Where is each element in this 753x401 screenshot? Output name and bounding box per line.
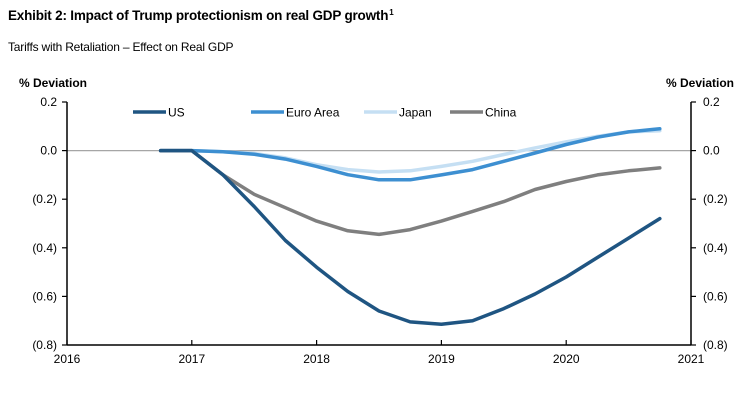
right-y-tick-label: (0.8) (703, 338, 728, 352)
x-tick-label: 2018 (303, 352, 330, 366)
left-axis-label: % Deviation (19, 76, 87, 90)
left-y-tick-label: (0.8) (32, 338, 57, 352)
legend-label-euro-area: Euro Area (286, 106, 340, 120)
footnote-marker: 1 (389, 8, 394, 17)
series-line-euro-area (158, 126, 662, 182)
x-tick-label: 2017 (178, 352, 205, 366)
series-line-us (158, 148, 662, 327)
left-y-tick-label: (0.2) (32, 192, 57, 206)
series-line-china (158, 148, 662, 237)
exhibit-title-text: Exhibit 2: Impact of Trump protectionism… (8, 8, 389, 23)
left-y-tick-label: (0.4) (32, 241, 57, 255)
left-y-tick-label: (0.6) (32, 289, 57, 303)
left-y-tick-label: 0.2 (40, 95, 57, 109)
left-y-tick-label: 0.0 (40, 144, 57, 158)
right-y-tick-label: (0.2) (703, 192, 728, 206)
chart-subtitle: Tariffs with Retaliation – Effect on Rea… (8, 40, 234, 54)
x-tick-label: 2020 (553, 352, 580, 366)
right-y-tick-label: 0.0 (703, 144, 720, 158)
exhibit-title: Exhibit 2: Impact of Trump protectionism… (8, 8, 394, 23)
x-tick-label: 2021 (678, 352, 705, 366)
right-y-tick-label: 0.2 (703, 95, 720, 109)
legend-label-us: US (168, 106, 185, 120)
right-y-tick-label: (0.6) (703, 289, 728, 303)
x-tick-label: 2016 (54, 352, 81, 366)
legend-label-china: China (485, 106, 517, 120)
right-y-tick-label: (0.4) (703, 241, 728, 255)
x-tick-label: 2019 (428, 352, 455, 366)
right-axis-label: % Deviation (666, 76, 734, 90)
legend-label-japan: Japan (399, 106, 432, 120)
